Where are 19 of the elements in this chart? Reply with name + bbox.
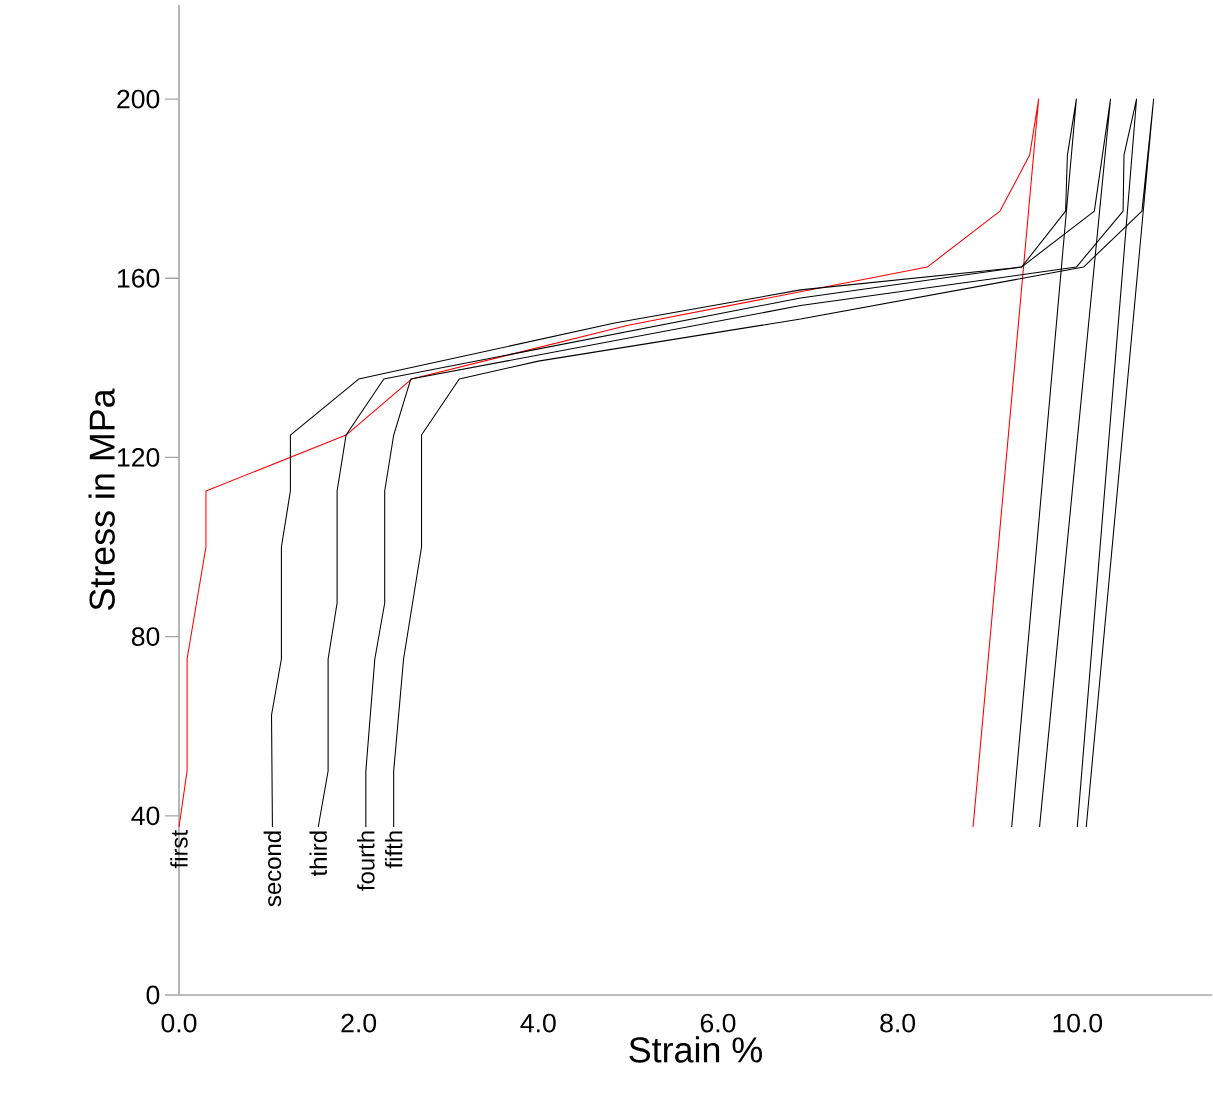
text: fifth [384, 831, 403, 869]
x-tick-label: 10.0 [1053, 1013, 1103, 1033]
text: first [170, 830, 188, 869]
x-tick-label: 6.0 [700, 1013, 736, 1033]
y-axis-title: Stress in MPa [88, 388, 115, 610]
x-axis-title: Strain % [629, 1036, 762, 1063]
x-tick-label: 4.0 [520, 1013, 556, 1033]
y-tick-label: 40 [131, 806, 160, 826]
y-tick-label: 160 [118, 268, 160, 288]
text: second [263, 831, 282, 907]
y-tick-label: 80 [131, 627, 160, 647]
text: fourth [357, 831, 375, 891]
y-tick-label: 200 [117, 89, 160, 109]
x-tick-label: 8.0 [880, 1013, 916, 1033]
x-tick-label: 2.0 [341, 1013, 377, 1033]
y-tick-label: 120 [118, 448, 160, 467]
text: third [309, 831, 328, 877]
x-tick-label: 0.0 [161, 1013, 197, 1033]
y-tick-label: 0 [146, 985, 160, 1005]
